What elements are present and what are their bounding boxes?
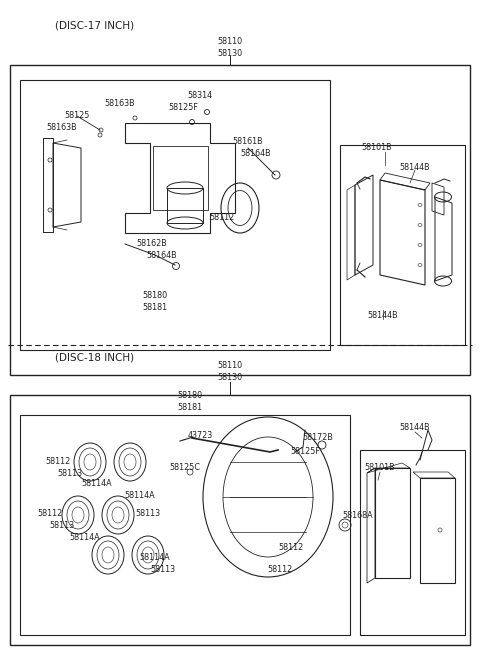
Text: 58101B: 58101B <box>365 464 396 472</box>
Text: 58144B: 58144B <box>400 424 430 432</box>
Text: 58125F: 58125F <box>290 447 320 457</box>
Text: 58112: 58112 <box>267 565 293 574</box>
Text: 58314: 58314 <box>187 90 213 100</box>
Text: 58114A: 58114A <box>140 553 170 563</box>
Text: 58164B: 58164B <box>147 252 177 261</box>
Text: 58181: 58181 <box>143 303 168 312</box>
Text: 58112: 58112 <box>37 510 62 519</box>
Text: 58113: 58113 <box>135 508 161 517</box>
Bar <box>360 450 465 635</box>
Bar <box>340 145 465 345</box>
Text: 58162B: 58162B <box>137 240 168 248</box>
Text: 58161B: 58161B <box>233 138 264 147</box>
Text: 43723: 43723 <box>187 430 213 440</box>
Text: 58180: 58180 <box>178 390 203 400</box>
Text: 58110: 58110 <box>217 37 242 47</box>
Text: 58112: 58112 <box>209 214 235 223</box>
Bar <box>153 146 208 210</box>
Text: 58125F: 58125F <box>168 102 198 111</box>
Text: 58163B: 58163B <box>47 122 77 132</box>
Text: 58172B: 58172B <box>302 434 334 443</box>
Bar <box>10 395 470 645</box>
Text: 58113: 58113 <box>58 468 83 477</box>
Bar <box>167 188 203 223</box>
Text: 58144B: 58144B <box>400 162 430 172</box>
Text: 58113: 58113 <box>49 521 74 529</box>
Bar <box>20 415 350 635</box>
Text: 58164B: 58164B <box>240 149 271 159</box>
Text: (DISC-18 INCH): (DISC-18 INCH) <box>55 352 134 362</box>
Text: 58125C: 58125C <box>169 462 201 472</box>
Text: 58181: 58181 <box>178 403 203 411</box>
Bar <box>20 80 330 350</box>
Text: 58125: 58125 <box>64 111 90 121</box>
Text: 58114A: 58114A <box>125 491 156 500</box>
Text: 58163B: 58163B <box>105 100 135 109</box>
Text: 58112: 58112 <box>278 542 304 552</box>
Text: 58113: 58113 <box>150 565 176 574</box>
Text: 58101B: 58101B <box>362 143 392 153</box>
Text: 58180: 58180 <box>143 291 168 299</box>
Text: 58114A: 58114A <box>82 479 112 489</box>
Text: 58168A: 58168A <box>343 510 373 519</box>
Text: 58144B: 58144B <box>368 312 398 320</box>
Text: 58114A: 58114A <box>70 533 100 542</box>
Text: 58130: 58130 <box>217 50 242 58</box>
Bar <box>10 65 470 375</box>
Text: 58130: 58130 <box>217 373 242 383</box>
Text: (DISC-17 INCH): (DISC-17 INCH) <box>55 20 134 30</box>
Text: 58112: 58112 <box>46 457 71 466</box>
Text: 58110: 58110 <box>217 362 242 371</box>
